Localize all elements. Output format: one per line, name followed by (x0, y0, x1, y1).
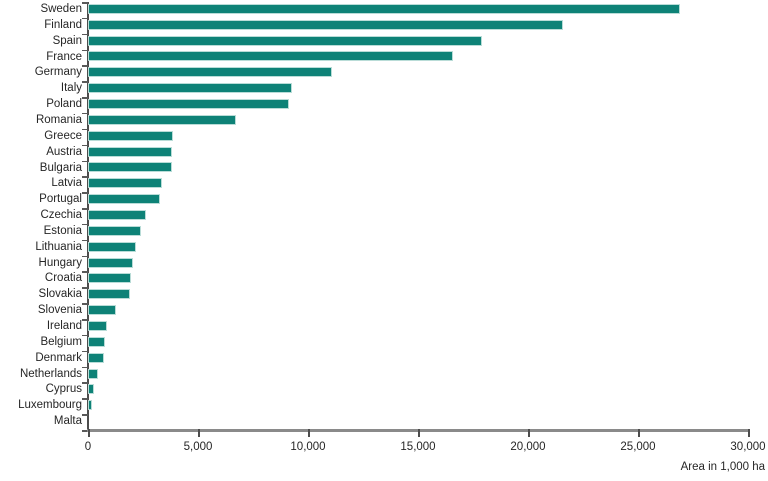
y-tick (82, 97, 88, 99)
category-label: Estonia (43, 224, 82, 237)
bar (89, 242, 136, 251)
y-tick (82, 366, 88, 369)
category-label: Portugal (39, 193, 82, 206)
x-tick (198, 429, 200, 437)
x-tick-label: 0 (84, 441, 92, 453)
category-label: Finland (44, 18, 82, 31)
x-tick (308, 429, 310, 437)
x-tick-label: 30,000 (730, 441, 766, 453)
bar (89, 353, 104, 362)
y-tick (82, 112, 88, 115)
y-tick (82, 239, 88, 242)
x-tick-label: 15,000 (400, 441, 436, 453)
y-tick (82, 414, 88, 416)
bar (89, 258, 133, 267)
bar (89, 84, 292, 93)
bar (89, 4, 679, 13)
bar (89, 306, 115, 315)
bar (89, 52, 452, 61)
bar (89, 226, 141, 235)
category-label: Austria (46, 145, 82, 158)
y-tick (82, 430, 88, 432)
x-axis-title: Area in 1,000 ha (680, 461, 765, 473)
y-tick (82, 303, 88, 305)
y-tick (82, 350, 88, 353)
x-tick (88, 429, 90, 437)
bar (89, 321, 107, 330)
bar (89, 211, 146, 219)
category-label: Poland (46, 98, 82, 111)
y-tick (82, 271, 88, 273)
category-label: Lithuania (35, 240, 82, 253)
x-tick-label: 25,000 (620, 441, 656, 453)
category-label: Croatia (44, 272, 82, 285)
x-tick (638, 429, 640, 437)
category-label: Latvia (51, 177, 82, 190)
y-tick (82, 17, 88, 20)
bar (89, 131, 172, 140)
y-tick (82, 176, 88, 178)
bar (89, 20, 562, 29)
category-label: Malta (53, 415, 82, 428)
y-tick (82, 2, 88, 4)
category-label: Denmark (35, 351, 82, 364)
category-label: Sweden (40, 3, 82, 15)
bar (89, 147, 172, 156)
bar (89, 36, 481, 45)
category-label: Spain (52, 34, 82, 47)
y-tick (82, 398, 88, 400)
y-tick (82, 223, 88, 226)
category-label: Cyprus (45, 383, 82, 396)
category-label: Netherlands (19, 367, 82, 380)
y-tick (82, 208, 88, 210)
y-tick (82, 319, 88, 321)
y-tick (82, 192, 88, 194)
category-label: Romania (35, 113, 82, 126)
bar (89, 100, 289, 109)
bar (89, 401, 91, 410)
bar (89, 369, 98, 378)
category-label: Hungary (38, 256, 82, 269)
bar (89, 68, 331, 77)
category-label: Germany (34, 66, 82, 79)
y-tick (82, 128, 88, 131)
y-tick (82, 382, 88, 384)
x-tick (528, 429, 530, 437)
x-tick (748, 429, 750, 437)
y-tick (82, 334, 88, 337)
y-tick (82, 49, 88, 52)
bar (89, 179, 161, 188)
y-tick (82, 255, 88, 258)
category-label: Czechia (40, 209, 82, 222)
category-label: Slovenia (37, 304, 82, 317)
bar (89, 274, 130, 283)
category-label: Slovakia (38, 288, 82, 301)
y-tick (82, 287, 88, 289)
bar (89, 115, 236, 124)
bar (89, 337, 105, 346)
category-label: Greece (44, 129, 82, 142)
category-label: Italy (60, 82, 82, 95)
y-tick (82, 160, 88, 163)
bar (89, 385, 93, 394)
x-tick-label: 20,000 (510, 441, 546, 453)
x-tick (418, 429, 420, 437)
category-label: France (46, 50, 82, 63)
x-tick-label: 10,000 (290, 441, 326, 453)
y-tick (82, 65, 88, 67)
y-axis-line (87, 2, 89, 431)
y-tick (82, 81, 88, 83)
category-label: Luxembourg (18, 399, 82, 412)
x-tick-label: 5,000 (183, 441, 213, 453)
y-tick (82, 144, 88, 147)
category-label: Belgium (40, 335, 82, 348)
category-label: Bulgaria (39, 161, 82, 174)
category-label: Ireland (46, 320, 82, 333)
bar (89, 290, 130, 299)
bar (89, 163, 172, 172)
bar (89, 195, 159, 204)
y-tick (82, 33, 88, 36)
